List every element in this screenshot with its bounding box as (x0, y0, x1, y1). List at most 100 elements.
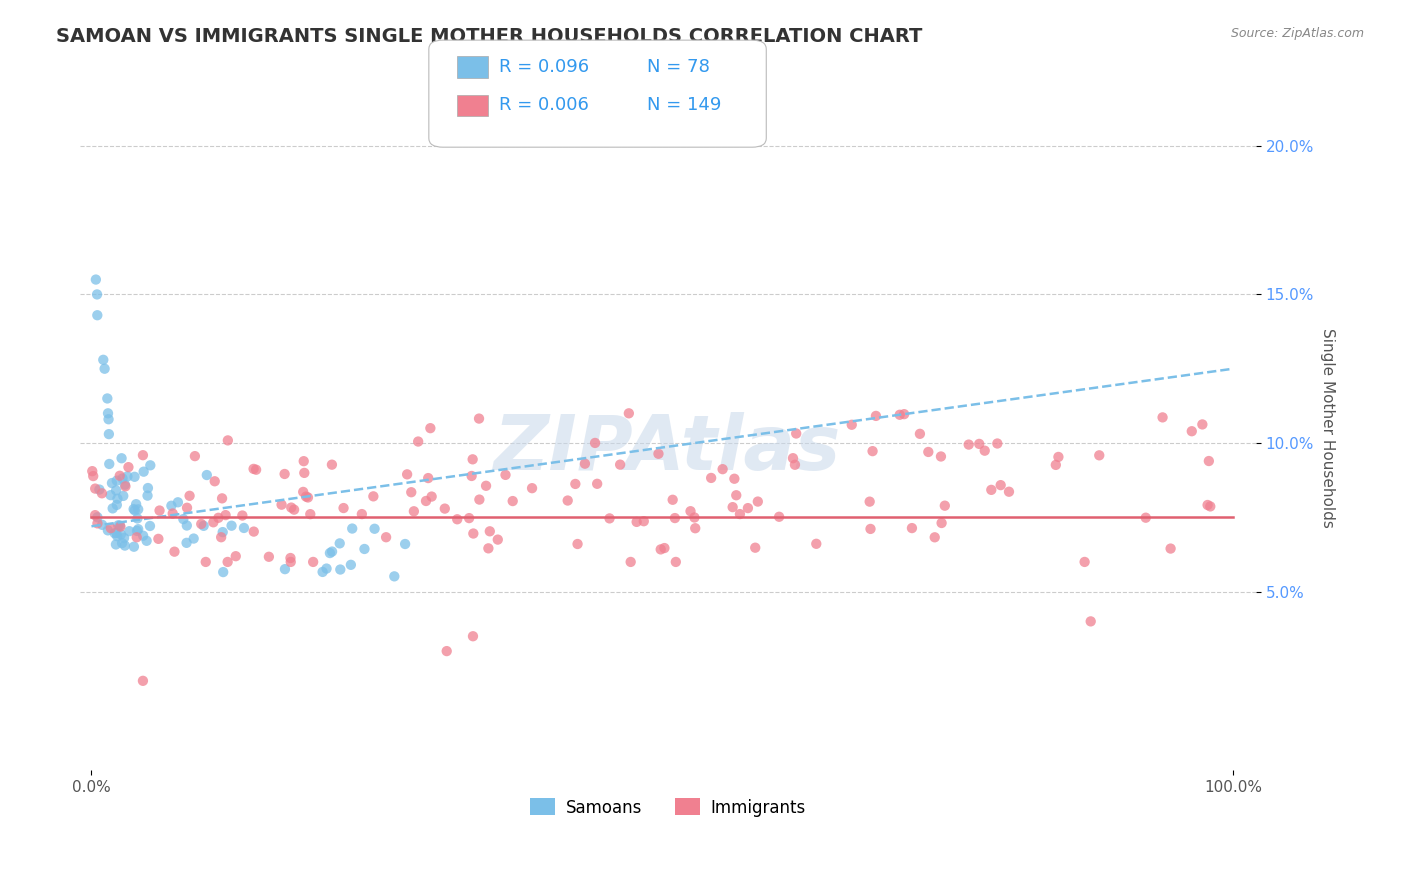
Point (415, 494, 437, 508)
Point (84, 482, 107, 496)
Point (110, 527, 132, 541)
Point (82, 469, 104, 483)
Point (609, 458, 631, 472)
Point (100, 521, 122, 535)
Text: N = 149: N = 149 (647, 96, 721, 114)
Point (998, 484, 1021, 499)
Point (195, 468, 218, 483)
Point (495, 467, 517, 482)
Point (468, 492, 491, 507)
Point (114, 477, 136, 491)
Point (934, 499, 956, 513)
Point (194, 555, 217, 569)
Point (929, 450, 952, 464)
Point (340, 558, 363, 572)
Point (1047, 450, 1070, 464)
Point (889, 408, 911, 422)
Point (299, 507, 322, 521)
Point (436, 644, 458, 658)
Point (650, 542, 672, 557)
Point (163, 544, 186, 558)
Point (321, 544, 343, 558)
Point (980, 483, 1002, 497)
Point (86, 516, 108, 531)
Point (211, 491, 233, 506)
Point (176, 536, 198, 550)
Point (711, 462, 734, 476)
Point (1191, 417, 1213, 432)
Point (478, 524, 501, 539)
Point (82, 464, 104, 478)
Point (468, 411, 491, 425)
Point (782, 451, 804, 466)
Point (160, 499, 183, 513)
Point (148, 532, 170, 546)
Point (967, 437, 990, 451)
Point (311, 565, 333, 579)
Point (242, 462, 264, 476)
Text: R = 0.006: R = 0.006 (499, 96, 589, 114)
Point (233, 521, 256, 535)
Point (117, 469, 139, 483)
Point (841, 417, 863, 432)
Point (172, 512, 194, 526)
Point (124, 503, 146, 517)
Point (329, 562, 352, 576)
Point (931, 516, 953, 530)
Text: Source: ZipAtlas.com: Source: ZipAtlas.com (1230, 27, 1364, 40)
Point (908, 426, 931, 441)
Point (105, 483, 128, 498)
Point (418, 471, 440, 485)
Point (104, 537, 127, 551)
Point (862, 444, 884, 458)
Point (1199, 500, 1222, 514)
Point (132, 673, 155, 688)
Point (125, 524, 148, 538)
Point (665, 555, 688, 569)
Y-axis label: Single Mother Households: Single Mother Households (1320, 328, 1334, 528)
Point (647, 447, 669, 461)
Point (114, 539, 136, 553)
Point (273, 467, 295, 481)
Point (122, 540, 145, 554)
Point (225, 549, 247, 564)
Point (283, 502, 305, 516)
Point (463, 526, 485, 541)
Point (84, 508, 107, 523)
Point (132, 465, 155, 479)
Point (723, 472, 745, 486)
Point (245, 463, 267, 477)
Point (111, 471, 134, 485)
Point (107, 491, 129, 506)
Point (859, 494, 882, 508)
Point (242, 524, 264, 539)
Point (89, 483, 111, 497)
Point (292, 466, 315, 480)
Point (125, 497, 148, 511)
Point (396, 467, 419, 482)
Point (136, 489, 159, 503)
Point (167, 495, 190, 509)
Point (100, 488, 122, 502)
Point (350, 507, 373, 521)
Point (957, 437, 980, 451)
Point (118, 524, 141, 539)
Point (363, 522, 385, 536)
Point (567, 537, 589, 551)
Text: ZIPAtlas: ZIPAtlas (495, 412, 842, 485)
Point (214, 508, 236, 522)
Point (217, 555, 239, 569)
Point (117, 460, 139, 475)
Point (1181, 424, 1204, 438)
Point (107, 518, 129, 533)
Point (105, 498, 128, 512)
Point (270, 498, 292, 512)
Point (1045, 458, 1067, 472)
Point (101, 501, 124, 516)
Point (893, 407, 915, 421)
Point (110, 451, 132, 466)
Point (104, 526, 127, 541)
Point (108, 468, 131, 483)
Point (98, 457, 121, 471)
Point (127, 502, 149, 516)
